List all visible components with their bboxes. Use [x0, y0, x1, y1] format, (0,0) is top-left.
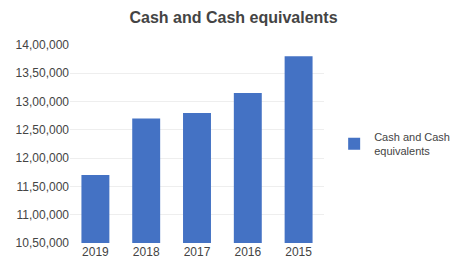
svg-text:Cash and Cash equivalents: Cash and Cash equivalents: [129, 9, 337, 26]
svg-text:13,00,000: 13,00,000: [16, 95, 70, 109]
svg-text:2019: 2019: [82, 245, 109, 259]
svg-text:12,00,000: 12,00,000: [16, 151, 70, 165]
svg-text:2016: 2016: [234, 245, 261, 259]
svg-text:2015: 2015: [285, 245, 312, 259]
svg-text:2018: 2018: [133, 245, 160, 259]
svg-text:2017: 2017: [184, 245, 211, 259]
svg-text:12,50,000: 12,50,000: [16, 123, 70, 137]
svg-text:13,50,000: 13,50,000: [16, 66, 70, 80]
svg-text:10,50,000: 10,50,000: [16, 236, 70, 250]
svg-text:11,00,000: 11,00,000: [17, 208, 70, 222]
svg-text:11,50,000: 11,50,000: [17, 180, 70, 194]
svg-text:Cash and Cashequivalents: Cash and Cashequivalents: [374, 131, 450, 157]
svg-text:14,00,000: 14,00,000: [16, 38, 70, 52]
